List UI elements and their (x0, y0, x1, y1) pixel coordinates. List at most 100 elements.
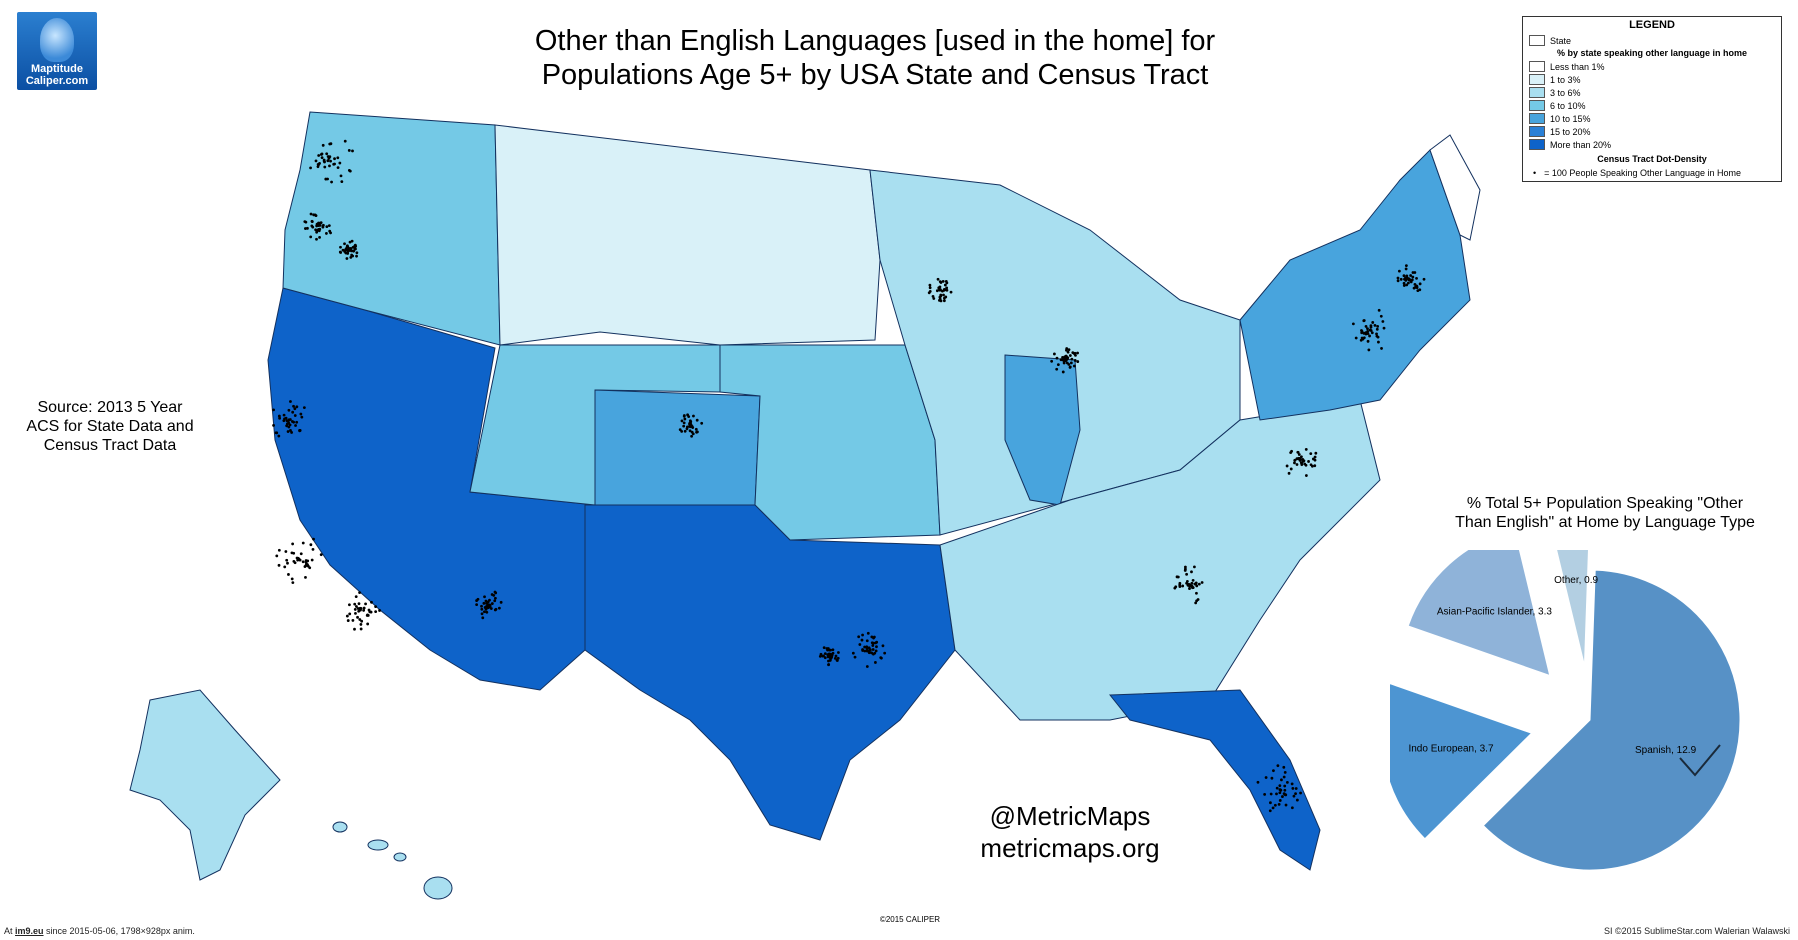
density-dot (1369, 329, 1373, 332)
density-dot (336, 166, 340, 170)
density-dot (865, 645, 869, 649)
legend-class-row: 1 to 3% (1529, 74, 1581, 85)
density-dot (688, 419, 692, 423)
density-dot (1294, 787, 1298, 790)
density-dot (1304, 474, 1308, 477)
density-dot (321, 143, 325, 147)
density-dot (1307, 460, 1310, 463)
density-dot (1256, 780, 1260, 784)
density-dot (1076, 351, 1079, 355)
density-dot (1283, 788, 1287, 792)
density-dot (310, 219, 314, 223)
density-dot (1184, 565, 1187, 569)
density-dot (364, 602, 367, 606)
density-dot (359, 608, 362, 612)
language-pie-chart: Spanish, 12.9 Indo European, 3.7 Asian-Pac… (1390, 550, 1741, 871)
density-dot (1271, 806, 1275, 810)
density-dot (1067, 348, 1071, 352)
density-dot (1366, 327, 1369, 331)
density-dot (272, 423, 275, 427)
map-title: Other than English Languages [used in th… (440, 24, 1310, 92)
density-dot (299, 552, 303, 556)
density-dot (485, 610, 489, 614)
density-dot (1313, 458, 1317, 462)
density-dot (879, 656, 883, 660)
density-dot (1397, 269, 1401, 273)
density-dot (291, 410, 295, 414)
density-dot (1375, 327, 1379, 331)
legend-class-label: 10 to 15% (1550, 113, 1591, 124)
density-dot (301, 541, 305, 545)
density-dot (284, 416, 288, 420)
density-dot (294, 424, 297, 427)
density-dot (353, 247, 357, 251)
density-dot (275, 431, 279, 435)
density-dot (873, 651, 877, 655)
density-dot (485, 604, 489, 608)
density-dot (366, 614, 370, 617)
density-dot (863, 649, 867, 653)
density-dot (1195, 591, 1198, 595)
density-dot (348, 603, 351, 607)
density-dot (1066, 350, 1070, 354)
density-dot (938, 288, 942, 292)
density-dot (1069, 361, 1073, 365)
density-dot (482, 601, 486, 605)
legend-class-row: Less than 1% (1529, 61, 1605, 72)
density-dot (325, 232, 328, 235)
density-dot (358, 591, 362, 595)
density-dot (320, 156, 324, 159)
density-dot (1272, 769, 1275, 773)
density-dot (330, 180, 333, 184)
density-dot (275, 554, 279, 558)
source-line-2: ACS for State Data and (26, 418, 194, 435)
density-dot (378, 609, 381, 612)
density-dot (928, 286, 932, 290)
density-dot (355, 251, 359, 255)
density-dot (1296, 450, 1300, 454)
footer-left-prefix: At (4, 926, 16, 936)
title-line-2: Populations Age 5+ by USA State and Cens… (541, 59, 1209, 91)
density-dot (682, 424, 686, 428)
density-dot (339, 245, 342, 249)
density-dot (1269, 801, 1272, 805)
density-dot (865, 649, 869, 653)
logo-line-1: Maptitude (31, 63, 83, 75)
density-dot (865, 665, 869, 668)
footer-left: At im9.eu since 2015-05-06, 1798×928px a… (4, 926, 195, 936)
density-dot (1068, 354, 1072, 357)
density-dot (1279, 788, 1283, 792)
density-dot (497, 606, 501, 610)
density-dot (1376, 324, 1380, 328)
density-dot (1070, 357, 1074, 361)
density-dot (288, 423, 292, 427)
density-dot (300, 415, 304, 419)
density-dot (1287, 471, 1291, 475)
density-dot (935, 289, 939, 293)
legend-class-label: 3 to 6% (1550, 87, 1581, 98)
density-dot (328, 155, 332, 159)
density-dot (1293, 461, 1296, 465)
density-dot (1056, 363, 1060, 366)
density-dot (1295, 463, 1299, 466)
density-dot (941, 279, 945, 283)
density-dot (494, 607, 498, 611)
density-dot (1366, 329, 1370, 333)
density-dot (867, 651, 871, 655)
legend-swatch (1529, 87, 1545, 98)
density-dot (1278, 799, 1282, 802)
density-dot (1412, 286, 1416, 290)
legend-class-row: 6 to 10% (1529, 100, 1586, 111)
density-dot (1061, 358, 1065, 362)
density-dot (1190, 570, 1193, 574)
density-dot (1379, 314, 1383, 318)
hawaii-islands (332, 821, 453, 900)
density-dot (355, 605, 358, 608)
footer-link[interactable]: im9.eu (15, 926, 44, 936)
density-dot (356, 615, 359, 619)
density-dot (1364, 332, 1368, 336)
legend-class-label: 15 to 20% (1550, 126, 1591, 137)
density-dot (499, 600, 503, 604)
density-dot (298, 429, 301, 432)
density-dot (347, 149, 351, 152)
